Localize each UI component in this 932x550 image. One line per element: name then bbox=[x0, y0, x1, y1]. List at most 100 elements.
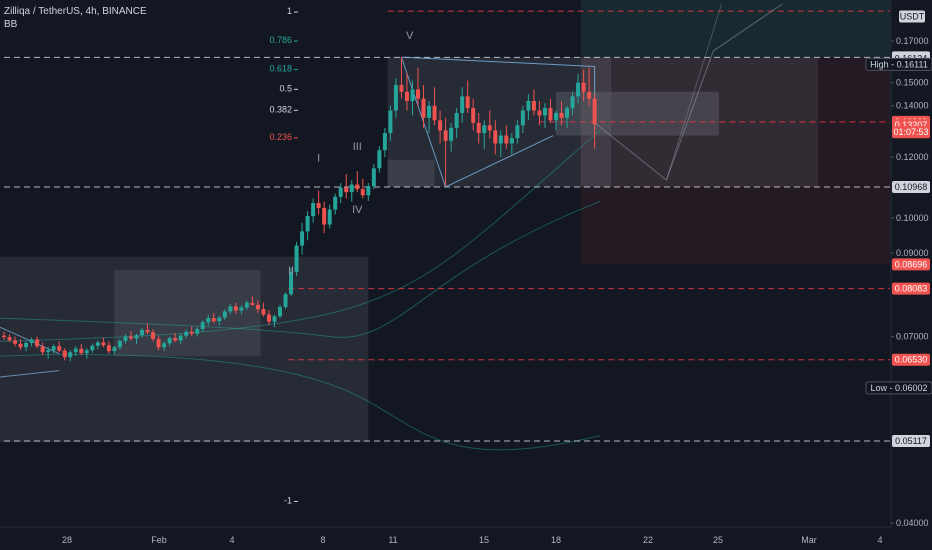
candle[interactable] bbox=[134, 333, 139, 345]
fib-level-label[interactable]: 0.5 bbox=[279, 83, 292, 93]
candle[interactable] bbox=[51, 344, 56, 354]
fib-level-label[interactable]: -1 bbox=[284, 495, 292, 505]
price-tag-high[interactable]: High - 0.16111 bbox=[865, 57, 932, 71]
candle[interactable] bbox=[410, 80, 415, 116]
candle[interactable] bbox=[421, 84, 426, 128]
candle[interactable] bbox=[377, 146, 382, 173]
candle[interactable] bbox=[200, 320, 205, 332]
candle[interactable] bbox=[112, 345, 117, 355]
candle[interactable] bbox=[156, 335, 161, 351]
candle[interactable] bbox=[40, 342, 45, 356]
candle[interactable] bbox=[504, 125, 509, 149]
candle[interactable] bbox=[327, 204, 332, 229]
fib-level-label[interactable]: 0.382 bbox=[269, 104, 292, 114]
projection-path-alt[interactable] bbox=[665, 3, 723, 181]
candle[interactable] bbox=[449, 122, 454, 152]
price-tag-red[interactable]: 0.08696 bbox=[892, 258, 930, 271]
candle[interactable] bbox=[7, 334, 12, 342]
candle[interactable] bbox=[482, 120, 487, 149]
candle[interactable] bbox=[465, 80, 470, 113]
candle[interactable] bbox=[316, 190, 321, 215]
candle[interactable] bbox=[90, 343, 95, 353]
price-tag-currency[interactable]: USDT bbox=[899, 10, 925, 23]
candle[interactable] bbox=[427, 100, 432, 133]
candle[interactable] bbox=[167, 336, 172, 347]
candle[interactable] bbox=[581, 69, 586, 101]
candle[interactable] bbox=[471, 98, 476, 131]
candle[interactable] bbox=[322, 201, 327, 234]
candle[interactable] bbox=[128, 330, 133, 341]
fib-level-label[interactable]: 0.236 bbox=[269, 132, 292, 142]
candle[interactable] bbox=[189, 326, 194, 336]
candle[interactable] bbox=[404, 72, 409, 111]
candle[interactable] bbox=[355, 171, 360, 193]
candle[interactable] bbox=[592, 94, 597, 149]
candle[interactable] bbox=[349, 180, 354, 202]
candle[interactable] bbox=[57, 341, 62, 353]
candle[interactable] bbox=[178, 333, 183, 344]
candle[interactable] bbox=[283, 292, 288, 310]
candle[interactable] bbox=[84, 348, 89, 359]
candle[interactable] bbox=[106, 341, 111, 354]
candle[interactable] bbox=[576, 73, 581, 104]
candle[interactable] bbox=[531, 89, 536, 116]
candle[interactable] bbox=[140, 328, 144, 338]
candle[interactable] bbox=[211, 312, 216, 324]
fib-level-label[interactable]: 1 bbox=[287, 6, 292, 16]
candle[interactable] bbox=[493, 120, 498, 155]
candle[interactable] bbox=[73, 346, 78, 357]
candle[interactable] bbox=[289, 268, 294, 297]
candle[interactable] bbox=[548, 98, 553, 123]
candle[interactable] bbox=[173, 332, 178, 343]
candle[interactable] bbox=[217, 315, 222, 326]
candle[interactable] bbox=[79, 343, 84, 356]
candle[interactable] bbox=[443, 117, 448, 187]
candle[interactable] bbox=[228, 303, 233, 315]
price-tag-white[interactable]: 0.10968 bbox=[892, 181, 930, 194]
candles-layer[interactable] bbox=[2, 57, 597, 362]
symbol-title[interactable]: Zilliqa / TetherUS, 4h, BINANCE bbox=[4, 6, 147, 17]
candle[interactable] bbox=[184, 329, 189, 339]
candle[interactable] bbox=[206, 314, 211, 327]
price-tag-red[interactable]: 0.06530 bbox=[892, 353, 930, 366]
fib-levels[interactable]: 1 0.786 0.618 0.5 0.382 0.236 -1 bbox=[269, 6, 298, 505]
candle[interactable] bbox=[416, 67, 420, 106]
candle[interactable] bbox=[35, 336, 40, 349]
candle[interactable] bbox=[195, 327, 200, 337]
candle[interactable] bbox=[278, 304, 282, 319]
candle[interactable] bbox=[371, 164, 376, 190]
base-line[interactable] bbox=[0, 370, 60, 378]
candle[interactable] bbox=[460, 87, 465, 123]
candle[interactable] bbox=[399, 57, 404, 99]
candle[interactable] bbox=[565, 105, 570, 128]
candle[interactable] bbox=[542, 103, 547, 128]
price-tag-low[interactable]: Low - 0.06002 bbox=[865, 381, 932, 395]
time-axis[interactable]: 28 Feb 4 8 11 15 18 22 25 Mar 4 bbox=[0, 526, 891, 545]
fib-level-label[interactable]: 0.618 bbox=[269, 64, 292, 74]
price-tag-red[interactable]: 0.08083 bbox=[892, 282, 930, 295]
candle[interactable] bbox=[344, 174, 349, 199]
candle[interactable] bbox=[239, 304, 244, 315]
projection-path[interactable] bbox=[594, 3, 783, 181]
candle[interactable] bbox=[393, 78, 398, 118]
candle[interactable] bbox=[46, 346, 51, 359]
fib-level-label[interactable]: 0.786 bbox=[269, 35, 292, 45]
candle[interactable] bbox=[537, 100, 542, 126]
candle[interactable] bbox=[382, 127, 387, 158]
horizontal-levels[interactable] bbox=[4, 10, 890, 442]
candle[interactable] bbox=[145, 323, 150, 335]
candle[interactable] bbox=[95, 340, 100, 350]
candle[interactable] bbox=[432, 87, 437, 126]
candle[interactable] bbox=[266, 310, 271, 325]
candle[interactable] bbox=[250, 296, 255, 306]
candle[interactable] bbox=[151, 329, 156, 342]
drawings-layer[interactable] bbox=[0, 3, 783, 378]
candle[interactable] bbox=[554, 110, 558, 131]
candle[interactable] bbox=[62, 348, 67, 361]
candle[interactable] bbox=[233, 302, 238, 314]
price-tag-white[interactable]: 0.05117 bbox=[892, 434, 930, 447]
price-tag-red[interactable]: 01:07:53 bbox=[892, 126, 930, 139]
candle[interactable] bbox=[123, 334, 128, 344]
candle[interactable] bbox=[222, 309, 227, 320]
candle[interactable] bbox=[300, 222, 305, 255]
